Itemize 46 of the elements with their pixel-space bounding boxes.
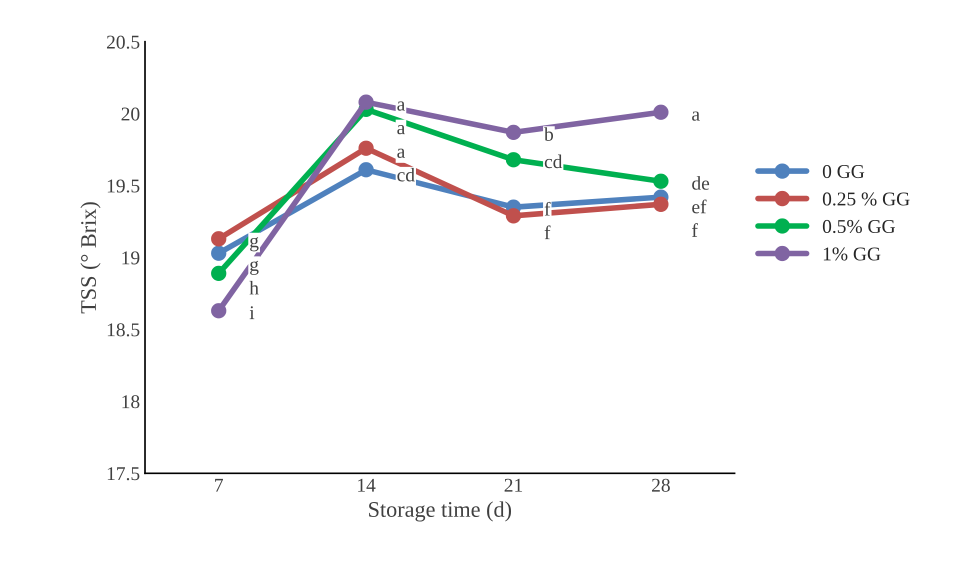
point	[358, 94, 374, 110]
data-label: cd	[544, 154, 562, 168]
data-label: ef	[692, 200, 707, 214]
y-tick-label: 19	[122, 251, 140, 264]
data-label: a	[397, 101, 406, 111]
y-axis-title: TSS (° Brix)	[80, 202, 101, 314]
data-label: f	[544, 225, 551, 240]
point	[506, 124, 522, 140]
y-tick-label: 18.5	[108, 323, 140, 336]
point	[653, 196, 669, 212]
point	[653, 104, 669, 120]
data-label: b	[544, 127, 554, 141]
point	[211, 246, 226, 261]
y-tick-label: 18	[122, 395, 140, 408]
legend-label: 1% GG	[824, 247, 880, 261]
y-tick-label: 17.5	[108, 467, 140, 480]
point	[653, 174, 669, 189]
x-tick-label: 7	[215, 478, 224, 492]
legend-label: 0.25 % GG	[822, 192, 910, 206]
point	[506, 208, 522, 224]
data-label: a	[397, 148, 406, 158]
data-label: h	[249, 280, 259, 294]
legend-label: 0.5% GG	[822, 220, 895, 234]
data-label: f	[692, 223, 698, 237]
y-tick-label: 20.5	[106, 36, 140, 49]
data-label: g	[250, 260, 259, 275]
legend-label: 0 GG	[822, 164, 864, 178]
x-tick-label: 28	[652, 478, 670, 492]
point	[506, 152, 522, 168]
data-label: a	[692, 111, 700, 121]
data-label: a	[397, 124, 406, 134]
point	[358, 140, 374, 156]
data-label: cd	[397, 168, 415, 182]
y-tick-label: 19.5	[108, 179, 140, 193]
point	[211, 231, 226, 246]
y-tick-label: 20	[122, 107, 140, 121]
point	[211, 266, 226, 281]
point	[211, 303, 226, 318]
data-label: f	[544, 202, 551, 216]
x-tick-label: 21	[504, 478, 522, 492]
x-axis-title: Storage time (d)	[369, 501, 512, 522]
data-label: i	[250, 306, 254, 320]
data-label: g	[250, 237, 259, 252]
data-label: de	[692, 176, 710, 190]
point	[358, 162, 374, 178]
x-tick-label: 14	[358, 478, 376, 492]
